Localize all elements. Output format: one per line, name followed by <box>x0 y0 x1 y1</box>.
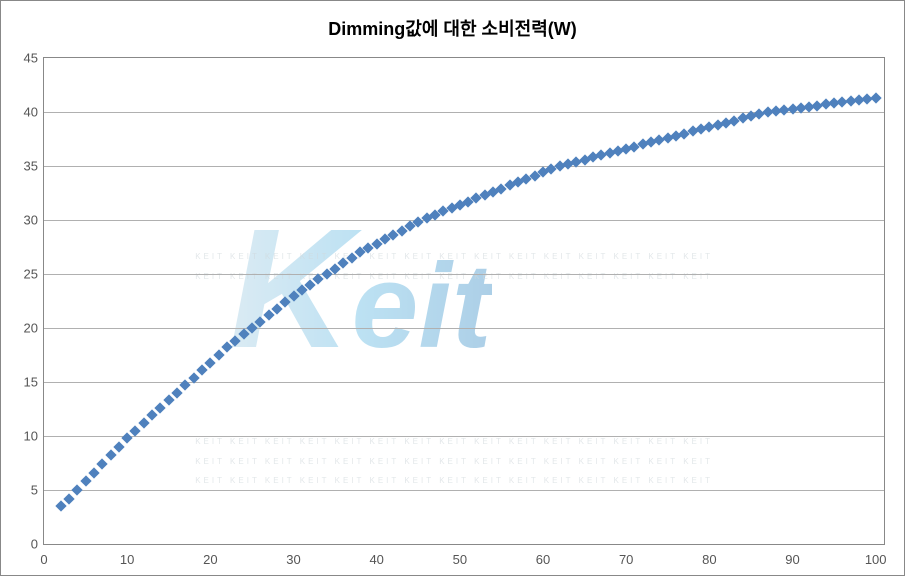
y-tick-label: 35 <box>24 159 38 174</box>
y-tick-label: 40 <box>24 105 38 120</box>
x-tick-label: 70 <box>619 552 633 567</box>
data-point <box>255 316 266 327</box>
y-tick-label: 25 <box>24 267 38 282</box>
data-point <box>146 410 157 421</box>
data-point <box>80 476 91 487</box>
data-point <box>196 364 207 375</box>
y-tick-label: 15 <box>24 375 38 390</box>
data-point <box>55 501 66 512</box>
y-tick-label: 20 <box>24 321 38 336</box>
chart-title: Dimming값에 대한 소비전력(W) <box>1 15 904 41</box>
data-point <box>238 329 249 340</box>
y-tick-label: 5 <box>31 483 38 498</box>
x-tick-label: 30 <box>286 552 300 567</box>
data-point <box>280 296 291 307</box>
plot-area: Keit KEIT KEIT KEIT KEIT KEIT KEIT KEIT … <box>43 57 885 545</box>
grid-line <box>44 490 884 491</box>
data-point <box>213 349 224 360</box>
data-point <box>105 450 116 461</box>
data-point <box>97 458 108 469</box>
data-point <box>121 432 132 443</box>
data-point <box>155 402 166 413</box>
y-tick-label: 45 <box>24 51 38 66</box>
data-point <box>870 92 881 103</box>
data-point <box>113 441 124 452</box>
data-point <box>163 395 174 406</box>
grid-line <box>44 274 884 275</box>
data-point <box>171 387 182 398</box>
data-point <box>130 425 141 436</box>
watermark-logo: Keit <box>229 204 492 374</box>
grid-line <box>44 382 884 383</box>
data-point <box>138 417 149 428</box>
chart-container: Dimming값에 대한 소비전력(W) Keit KEIT KEIT KEIT… <box>0 0 905 576</box>
x-tick-label: 80 <box>702 552 716 567</box>
x-tick-label: 100 <box>865 552 887 567</box>
x-tick-label: 90 <box>785 552 799 567</box>
y-tick-label: 10 <box>24 429 38 444</box>
x-tick-label: 60 <box>536 552 550 567</box>
y-tick-label: 30 <box>24 213 38 228</box>
data-point <box>63 493 74 504</box>
grid-line <box>44 220 884 221</box>
x-tick-label: 40 <box>369 552 383 567</box>
grid-line <box>44 436 884 437</box>
x-tick-label: 0 <box>40 552 47 567</box>
watermark-tiny-row: KEIT KEIT KEIT KEIT KEIT KEIT KEIT KEIT … <box>195 476 716 485</box>
grid-line <box>44 166 884 167</box>
x-tick-label: 20 <box>203 552 217 567</box>
y-tick-label: 0 <box>31 537 38 552</box>
grid-line <box>44 328 884 329</box>
data-point <box>205 357 216 368</box>
watermark-tiny-row: KEIT KEIT KEIT KEIT KEIT KEIT KEIT KEIT … <box>195 252 716 261</box>
data-point <box>72 484 83 495</box>
watermark-tiny-row: KEIT KEIT KEIT KEIT KEIT KEIT KEIT KEIT … <box>195 437 716 446</box>
watermark-tiny-row: KEIT KEIT KEIT KEIT KEIT KEIT KEIT KEIT … <box>195 457 716 466</box>
x-tick-label: 50 <box>453 552 467 567</box>
data-point <box>88 467 99 478</box>
x-tick-label: 10 <box>120 552 134 567</box>
